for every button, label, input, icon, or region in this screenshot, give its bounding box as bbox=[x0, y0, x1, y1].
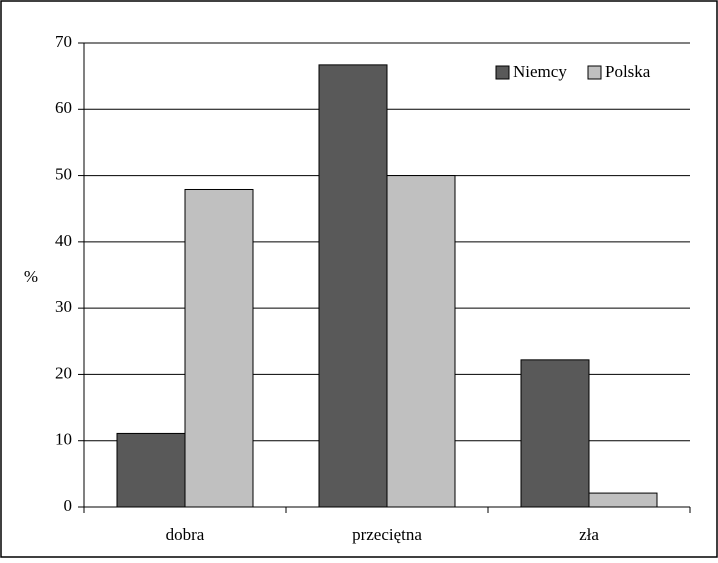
axes bbox=[78, 42, 691, 513]
y-tick-label: 30 bbox=[55, 297, 72, 316]
y-tick-label: 0 bbox=[64, 496, 73, 515]
y-tick-label: 70 bbox=[55, 32, 72, 51]
axis-labels: 0 10 20 30 40 50 60 70 dobra przeciętna zła bbox=[55, 32, 599, 544]
legend-label-polska: Polska bbox=[605, 62, 651, 81]
bars bbox=[116, 64, 658, 508]
x-tick-label: przeciętna bbox=[352, 525, 422, 544]
bar-polska-3 bbox=[588, 492, 658, 508]
y-tick-label: 50 bbox=[55, 164, 72, 183]
bar-niemcy-1 bbox=[116, 432, 186, 508]
legend-swatch-niemcy bbox=[495, 65, 510, 80]
legend-label-niemcy: Niemcy bbox=[513, 62, 567, 81]
y-tick-label: 40 bbox=[55, 231, 72, 250]
y-tick-label: 20 bbox=[55, 363, 72, 382]
bar-niemcy-2 bbox=[318, 64, 388, 508]
bar-polska-1 bbox=[184, 188, 254, 508]
x-tick-label: dobra bbox=[166, 525, 205, 544]
y-tick-label: 60 bbox=[55, 98, 72, 117]
bar-polska-2 bbox=[386, 175, 456, 508]
legend: Niemcy Polska bbox=[495, 62, 651, 81]
bar-niemcy-3 bbox=[520, 359, 590, 508]
y-axis-label: % bbox=[24, 267, 38, 286]
legend-swatch-polska bbox=[587, 65, 602, 80]
y-tick-label: 10 bbox=[55, 430, 72, 449]
x-tick-label: zła bbox=[579, 525, 599, 544]
